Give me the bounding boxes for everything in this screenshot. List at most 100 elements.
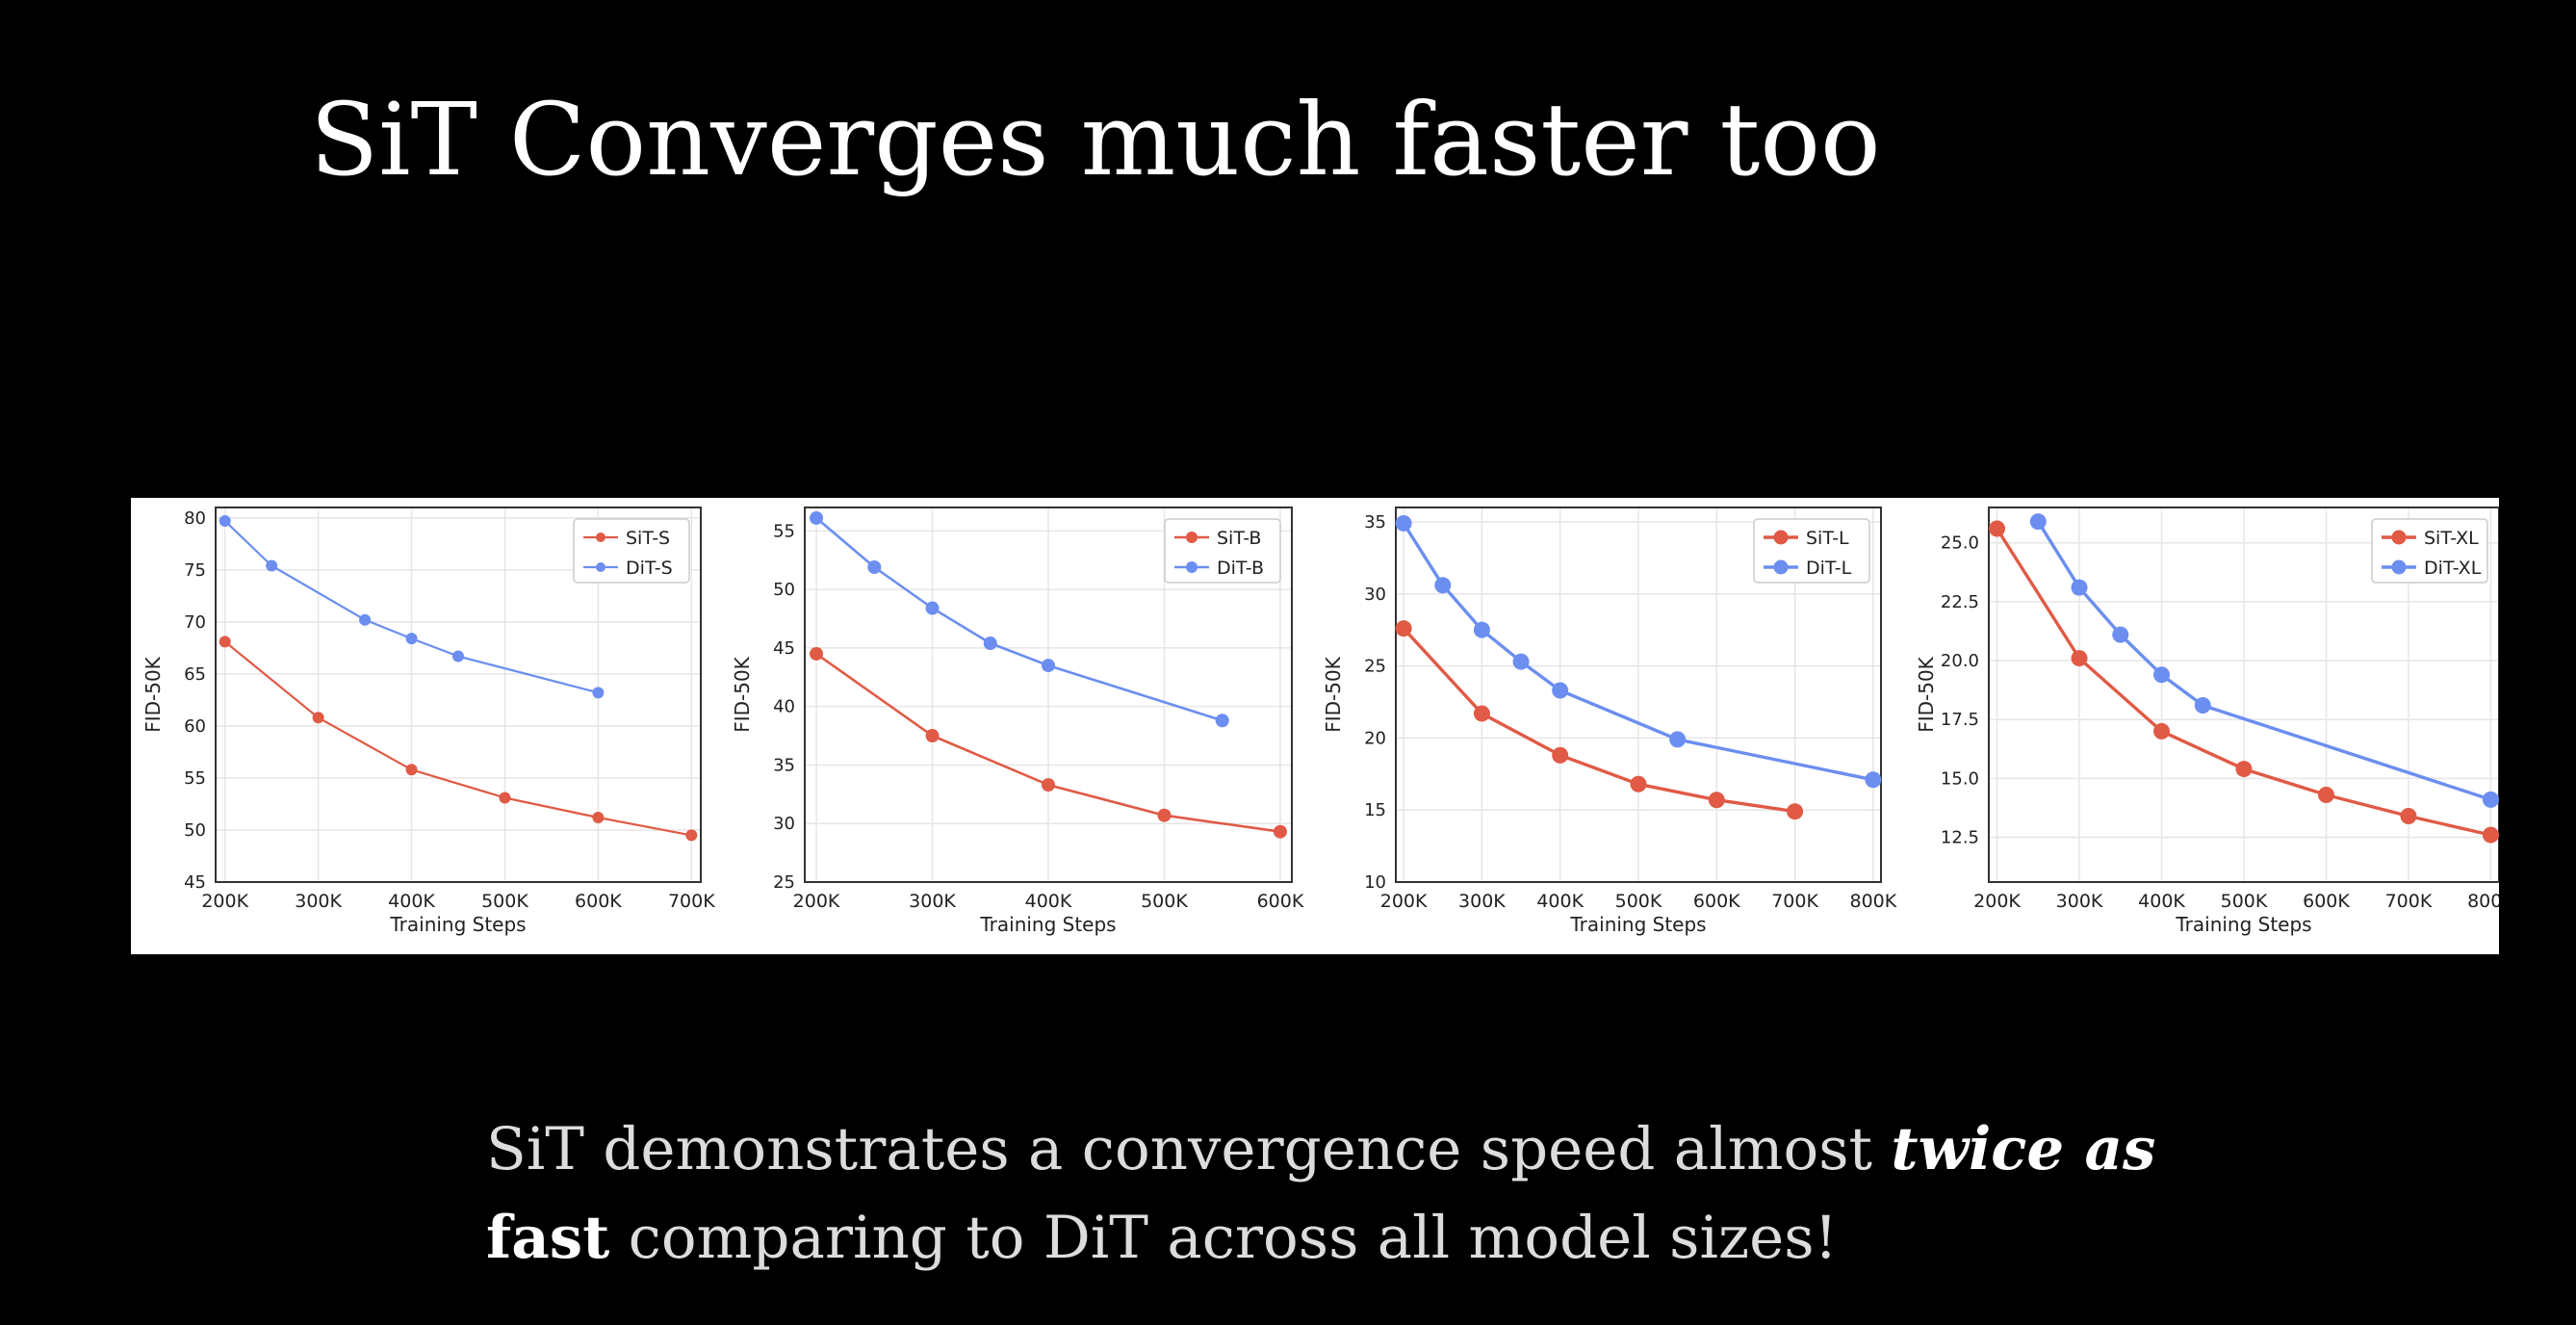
x-tick-label: 200K <box>793 891 840 912</box>
caption-text-1: SiT demonstrates a convergence speed alm… <box>486 1115 1892 1183</box>
charts-svg: 200K 300K 400K 500K 600K 700K 45 50 55 60 65 70 75 80… <box>142 507 2499 936</box>
data-point-dit-l <box>1669 731 1687 748</box>
chart-panel-2: 200K 300K 400K 500K 600K 25 30 35 40 45 50 55 Traini… <box>731 507 1304 936</box>
y-tick-label: 45 <box>184 872 206 893</box>
x-tick-label: 700K <box>668 891 715 912</box>
chart-panel-1: 200K 300K 400K 500K 600K 700K 45 50 55 60 65 70 75 80… <box>142 507 715 936</box>
x-tick-label: 500K <box>1141 891 1188 912</box>
legend-label-sit-xl: SiT-XL <box>2424 528 2479 549</box>
data-point-dit-xl <box>2112 626 2129 643</box>
legend-marker-dit-l <box>1773 559 1789 575</box>
plot-frame <box>1988 507 2499 883</box>
y-axis-label: FID-50K <box>731 656 754 732</box>
y-tick-label: 25 <box>773 872 795 893</box>
x-tick-label: 800K <box>1850 891 1897 912</box>
y-tick-label: 15.0 <box>1941 768 1979 789</box>
x-tick-label: 600K <box>2303 891 2350 912</box>
data-point-sit-xl <box>2482 826 2499 844</box>
legend-marker-dit-b <box>1186 561 1198 573</box>
y-tick-label: 65 <box>184 664 206 685</box>
x-tick-label: 300K <box>295 891 342 912</box>
data-point-dit-xl <box>2029 513 2047 531</box>
y-tick-label: 80 <box>184 508 206 529</box>
series-line-dit-s <box>223 520 599 694</box>
x-tick-label: 700K <box>2385 891 2433 912</box>
y-tick-label: 55 <box>184 768 206 789</box>
series-line-dit-xl <box>2036 520 2492 802</box>
chart-panel-4: 200K 300K 400K 500K 600K 700K 800K 12.5 15.0 17.5… <box>1915 507 2499 936</box>
data-point-sit-b <box>925 729 940 743</box>
y-tick-label: 30 <box>773 814 795 834</box>
data-point-sit-s <box>592 812 605 824</box>
data-point-sit-l <box>1708 792 1725 809</box>
data-point-dit-l <box>1865 771 1882 789</box>
x-tick-label: 400K <box>2138 891 2185 912</box>
caption-line-1: SiT demonstrates a convergence speed alm… <box>486 1105 2155 1194</box>
y-tick-label: 20.0 <box>1941 651 1979 671</box>
caption-emphasis: twice as <box>1891 1115 2156 1183</box>
data-point-sit-b <box>1042 778 1055 792</box>
x-tick-label: 400K <box>1536 891 1584 912</box>
y-tick-label: 10 <box>1364 872 1386 893</box>
data-point-sit-l <box>1395 620 1412 637</box>
legend-marker-dit-s <box>596 562 605 572</box>
x-tick-label: 400K <box>1025 891 1072 912</box>
data-point-dit-l <box>1434 577 1452 594</box>
legend-label-dit-b: DiT-B <box>1217 558 1264 579</box>
x-tick-label: 200K <box>1973 891 2021 912</box>
legend: SiT-XL DiT-XL <box>2371 518 2488 584</box>
x-tick-label: 800K <box>2467 891 2499 912</box>
x-tick-label: 300K <box>2056 891 2103 912</box>
x-axis-label: Training Steps <box>389 913 526 936</box>
data-point-sit-xl <box>2071 650 2088 667</box>
data-point-dit-s <box>405 633 418 645</box>
x-tick-label: 300K <box>909 891 956 912</box>
slide-caption: SiT demonstrates a convergence speed alm… <box>486 1105 2155 1283</box>
y-tick-label: 50 <box>773 580 795 600</box>
x-tick-label: 700K <box>1771 891 1818 912</box>
data-point-sit-b <box>810 646 824 661</box>
slide-title: SiT Converges much faster too <box>310 81 1881 198</box>
x-tick-label: 500K <box>2221 891 2268 912</box>
data-point-sit-xl <box>1989 520 2006 537</box>
data-point-sit-l <box>1473 705 1490 722</box>
data-point-dit-l <box>1552 682 1569 699</box>
data-point-dit-s <box>592 687 605 699</box>
y-tick-label: 35 <box>1364 512 1386 533</box>
x-tick-label: 300K <box>1458 891 1506 912</box>
data-point-dit-b <box>1215 714 1229 728</box>
data-point-dit-b <box>925 601 940 615</box>
data-point-dit-b <box>983 637 997 651</box>
y-axis-label: FID-50K <box>1915 656 1938 732</box>
data-point-dit-l <box>1512 653 1530 670</box>
legend-label-dit-xl: DiT-XL <box>2424 558 2482 579</box>
legend-label-dit-l: DiT-L <box>1806 558 1852 579</box>
y-tick-label: 45 <box>773 638 795 659</box>
legend-marker-dit-xl <box>2391 559 2407 575</box>
x-axis-label: Training Steps <box>2175 913 2311 936</box>
y-axis-label: FID-50K <box>142 656 165 732</box>
y-tick-label: 50 <box>184 820 206 841</box>
y-tick-label: 70 <box>184 612 206 633</box>
data-point-sit-b <box>1273 824 1287 839</box>
data-point-dit-l <box>1395 514 1412 532</box>
data-point-dit-b <box>1042 659 1055 673</box>
y-tick-label: 60 <box>184 716 206 737</box>
x-tick-label: 400K <box>388 891 435 912</box>
y-tick-label: 17.5 <box>1941 710 1979 730</box>
data-point-dit-xl <box>2071 579 2088 596</box>
y-tick-label: 30 <box>1364 585 1386 605</box>
x-tick-label: 600K <box>1257 891 1304 912</box>
chart-panel-3: 200K 300K 400K 500K 600K 700K 800K 10 15 20 25 30 35… <box>1322 507 1897 936</box>
data-point-sit-xl <box>2317 786 2334 803</box>
x-tick-label: 500K <box>1615 891 1662 912</box>
legend-label-sit-s: SiT-S <box>626 528 670 549</box>
legend-marker-sit-b <box>1186 532 1198 543</box>
data-point-sit-l <box>1630 775 1647 792</box>
caption-line-2: fast comparing to DiT across all model s… <box>486 1194 2155 1283</box>
caption-text-2: comparing to DiT across all model sizes! <box>609 1204 1839 1272</box>
data-point-dit-s <box>219 515 231 528</box>
y-axis-label: FID-50K <box>1322 656 1345 732</box>
data-point-sit-s <box>405 764 418 776</box>
data-point-dit-s <box>452 650 464 662</box>
